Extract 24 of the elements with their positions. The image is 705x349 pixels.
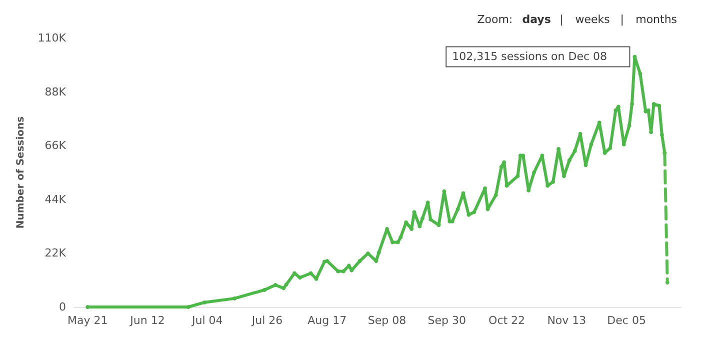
y-tick-label: 88K: [44, 85, 67, 98]
text: weeks: [575, 13, 610, 26]
text: |: [620, 13, 624, 26]
x-tick-label: Sep 30: [428, 314, 466, 327]
x-tick-label: May 21: [67, 314, 108, 327]
x-tick-label: Dec 05: [607, 314, 646, 327]
annotation: 102,315 sessions on Dec 08: [452, 50, 608, 63]
x-tick-label: Jun 12: [129, 314, 165, 327]
text: Zoom:: [477, 13, 513, 26]
y-tick-label: 44K: [44, 192, 67, 206]
x-tick-label: Jul 04: [190, 314, 223, 327]
y-tick-label: 0: [59, 300, 66, 314]
x-tick-label: Sep 08: [368, 314, 406, 327]
y-tick-label: 22K: [44, 246, 67, 260]
x-tick-label: Oct 22: [488, 314, 526, 327]
x-tick-label: Jul 26: [250, 314, 283, 327]
y-tick-label: 110K: [38, 32, 67, 44]
y-axis-title: Number of Sessions: [16, 116, 26, 229]
text: |: [560, 13, 564, 26]
y-tick-label: 66K: [44, 139, 67, 152]
x-tick-label: Aug 17: [308, 314, 347, 327]
text: days: [522, 13, 552, 26]
x-tick-label: Nov 13: [547, 314, 586, 327]
text: months: [636, 13, 678, 26]
